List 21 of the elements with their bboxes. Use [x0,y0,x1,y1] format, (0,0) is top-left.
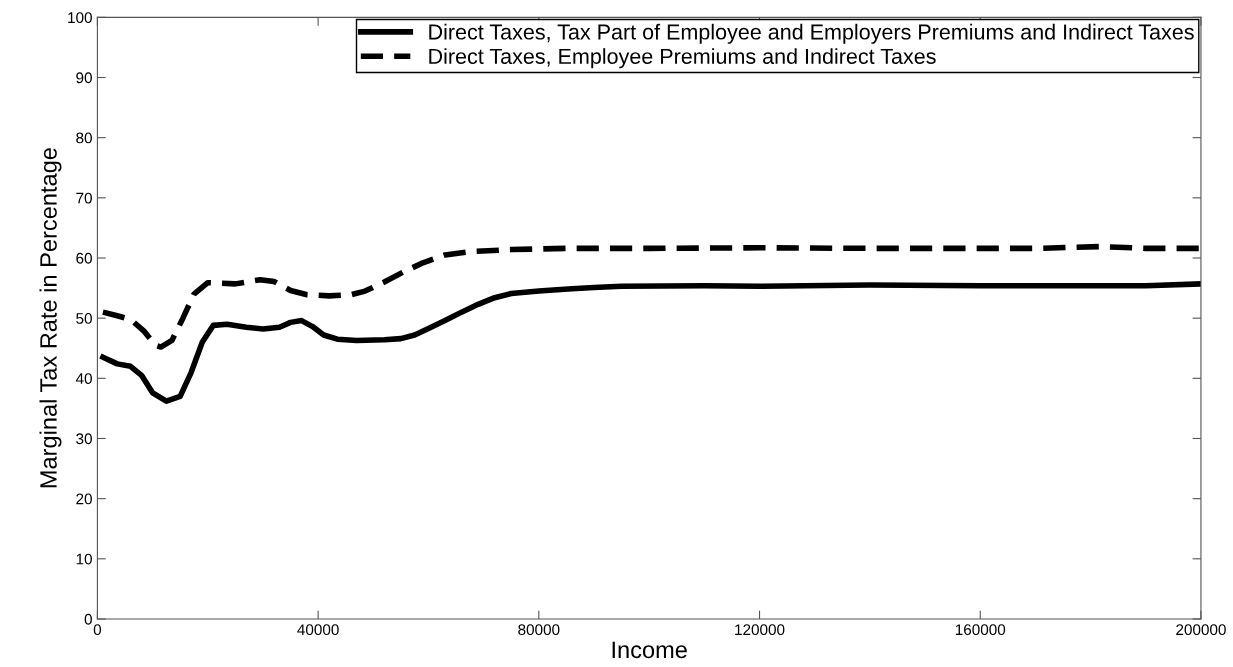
x-tick-label: 0 [93,624,102,636]
y-tick-label: 40 [75,373,92,385]
y-tick-label: 10 [76,553,92,565]
y-tick-label: 60 [76,252,92,264]
legend-label: Direct Taxes, Employee Premiums and Indirect Taxes [429,48,936,69]
y-tick-label: 50 [76,313,92,324]
legend-label: Direct Taxes, Tax Part of Employee and Employers Premiums and Indirect Taxes [429,23,1194,44]
x-axis-title: Income [612,641,687,659]
x-tick-label: 80000 [518,624,560,636]
y-tick-label: 80 [76,132,92,144]
y-tick-label: 90 [76,72,92,84]
y-tick-label: 70 [76,192,92,204]
x-tick-label: 160000 [955,624,1006,636]
x-tick-label: 200000 [1176,624,1226,636]
y-axis-title: Marginal Tax Rate in Percentage [39,148,62,488]
x-tick-label: 40000 [297,624,339,636]
x-tick-label: 120000 [735,624,785,636]
y-tick-label: 30 [76,433,92,445]
y-tick-label: 0 [84,613,92,625]
y-tick-label: 20 [76,493,92,505]
y-tick-label: 100 [68,12,92,24]
